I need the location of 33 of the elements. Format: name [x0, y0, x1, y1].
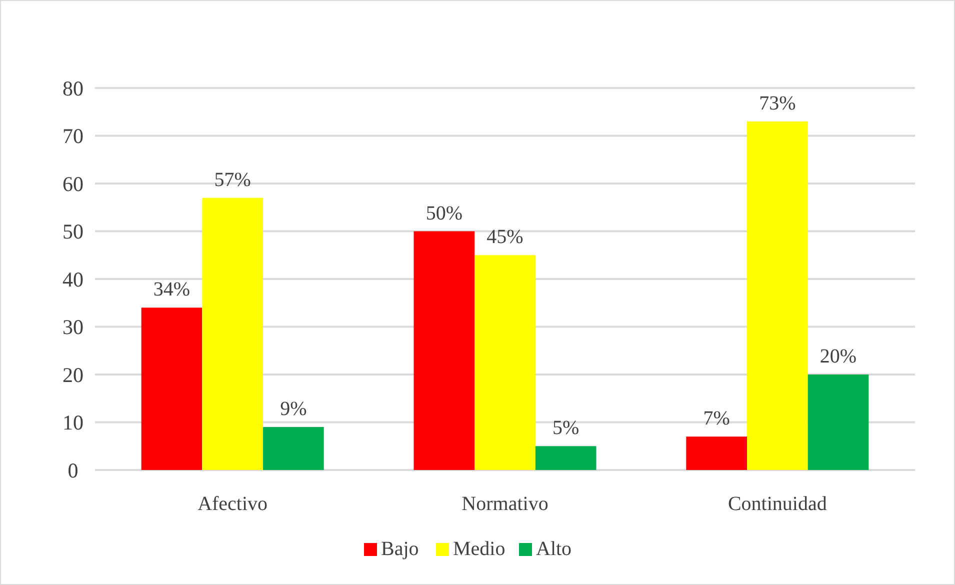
legend-label: Medio: [453, 538, 506, 560]
y-tick-label: 50: [62, 220, 84, 244]
bar: [474, 255, 536, 470]
x-tick-label: Continuidad: [728, 493, 827, 515]
legend-label: Bajo: [381, 538, 419, 560]
bar: [686, 436, 748, 470]
y-tick-label: 20: [62, 362, 84, 387]
data-label: 57%: [214, 168, 251, 191]
data-label: 73%: [759, 92, 796, 114]
bar: [535, 446, 596, 470]
data-label: 34%: [153, 278, 190, 301]
y-tick-label: 70: [62, 124, 84, 148]
data-label: 45%: [486, 226, 524, 248]
y-tick-label: 30: [62, 315, 84, 340]
data-label: 5%: [552, 417, 580, 440]
data-label: 50%: [426, 202, 462, 224]
data-label: 9%: [280, 398, 307, 420]
data-label: 7%: [703, 408, 730, 430]
y-tick-label: 10: [62, 410, 84, 435]
data-label: 20%: [820, 346, 857, 368]
x-tick-label: Normativo: [462, 493, 548, 515]
bar: [747, 121, 808, 470]
y-tick-label: 80: [62, 76, 84, 100]
legend-label: Alto: [536, 538, 572, 560]
y-tick-label: 40: [62, 267, 84, 292]
bar: [808, 374, 869, 470]
y-tick-label: 60: [62, 172, 84, 196]
bar: [141, 308, 202, 470]
bar: [414, 231, 475, 470]
bar: [202, 198, 263, 470]
bar: [262, 427, 324, 470]
x-tick-label: Afectivo: [198, 493, 268, 515]
y-tick-label: 0: [68, 458, 78, 482]
